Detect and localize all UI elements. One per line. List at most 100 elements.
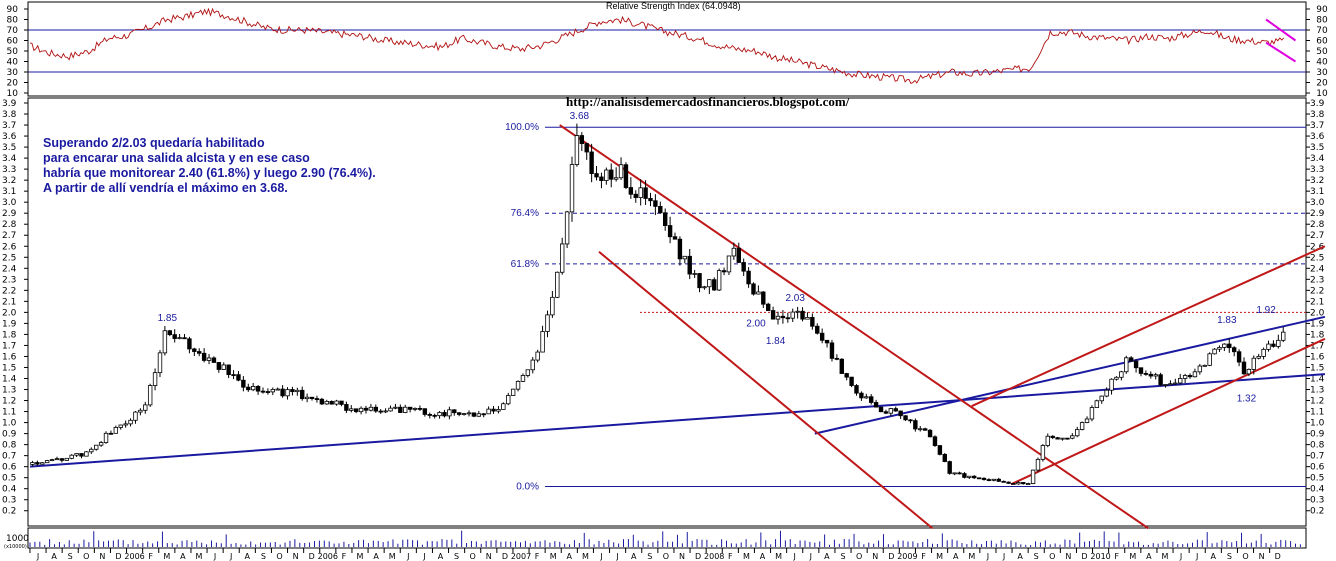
price-tick-label-left: 3.9 — [2, 99, 17, 109]
fibonacci-label: 76.4% — [511, 208, 539, 219]
price-tick-label-left: 2.2 — [2, 286, 16, 296]
x-tick-label: M — [936, 552, 943, 561]
price-tick-label-right: 0.8 — [1310, 441, 1325, 451]
x-tick-label: A — [51, 552, 57, 561]
price-bar-body — [932, 436, 938, 446]
price-bar-body — [1030, 469, 1036, 484]
price-bar-body — [1281, 331, 1286, 341]
price-bar-body — [1222, 343, 1227, 348]
price-bar-body — [1079, 422, 1085, 430]
price-bar-body — [1016, 482, 1021, 485]
x-tick-label: M — [775, 552, 782, 561]
price-bar-body — [545, 314, 550, 332]
rsi-title: Relative Strength Index (64.0948) — [606, 1, 741, 11]
price-bar-body — [182, 337, 187, 340]
price-tick-label-left: 0.5 — [2, 474, 16, 484]
rsi-tick-label-right: 30 — [1316, 68, 1328, 78]
price-data-label: 1.84 — [766, 336, 786, 347]
price-bar-body — [736, 247, 741, 263]
rsi-tick-label-right: 40 — [1316, 58, 1328, 68]
red-trend-line — [598, 251, 934, 530]
price-bar-body — [1060, 437, 1065, 440]
price-tick-label-left: 0.4 — [2, 485, 17, 495]
price-bar-body — [510, 388, 516, 396]
price-bar-body — [349, 408, 354, 411]
x-tick-label: N — [1259, 552, 1265, 561]
fibonacci-label: 0.0% — [516, 481, 539, 492]
price-tick-label-left: 1.4 — [2, 375, 17, 385]
price-bar-body — [819, 332, 825, 341]
price-bar-body — [520, 375, 526, 382]
price-data-labels: 1.85 3.68 2.03 2.001.84 1.83 1.92 1.32 — [158, 111, 1277, 404]
price-bar-body — [976, 477, 982, 480]
price-bar-body — [304, 396, 310, 400]
price-bar-body — [49, 459, 55, 462]
x-tick-label: A — [631, 552, 637, 561]
price-bar-body — [1178, 378, 1183, 384]
price-bar-body — [388, 407, 393, 412]
price-bar-body — [221, 364, 226, 370]
price-bar-body — [1261, 348, 1266, 357]
price-bar-body — [35, 462, 40, 465]
price-tick-label-right: 0.2 — [1310, 507, 1324, 517]
rsi-tick-label-right: 80 — [1316, 16, 1328, 26]
price-bar-body — [555, 271, 560, 298]
red-trend-line — [971, 245, 1326, 407]
price-bar-body — [584, 143, 589, 153]
x-tick-label: O — [1242, 552, 1248, 561]
price-tick-label-right: 1.8 — [1310, 330, 1325, 340]
price-bar-body — [1143, 373, 1149, 375]
rsi-tick-label-left: 40 — [7, 58, 19, 68]
price-tick-label-left: 0.8 — [2, 441, 17, 451]
price-tick-label-right: 3.4 — [1310, 154, 1325, 164]
x-tick-label: J — [406, 552, 409, 561]
price-bar-body — [569, 164, 575, 213]
price-bar-body — [1266, 343, 1271, 350]
price-bar-body — [599, 176, 604, 181]
rsi-line — [29, 7, 1285, 84]
price-bar-body — [952, 472, 957, 475]
price-bar-body — [334, 400, 339, 405]
price-tick-label-left: 3.0 — [2, 198, 17, 208]
price-tick-label-left: 1.1 — [2, 408, 16, 418]
price-tick-label-right: 3.5 — [1310, 143, 1324, 153]
price-tick-label-right: 1.3 — [1310, 386, 1324, 396]
price-tick-label-left: 3.5 — [2, 143, 16, 153]
price-tick-label-right: 0.3 — [1310, 496, 1324, 506]
price-bar-body — [662, 212, 668, 226]
price-data-label: 1.85 — [158, 313, 178, 324]
price-data-label: 1.32 — [1237, 393, 1257, 404]
price-bar-body — [957, 472, 962, 475]
price-bar-body — [378, 410, 383, 413]
price-bar-body — [1119, 371, 1124, 378]
price-bar-body — [898, 410, 903, 417]
price-bar-body — [476, 413, 482, 417]
x-tick-label: M — [163, 552, 170, 561]
price-tick-label-right: 3.8 — [1310, 110, 1325, 120]
x-tick-label: S — [261, 552, 266, 561]
price-bar-body — [30, 462, 35, 465]
price-tick-label-right: 2.8 — [1310, 220, 1325, 230]
price-bar-body — [574, 135, 580, 166]
price-tick-label-right: 3.9 — [1310, 99, 1325, 109]
price-bar-body — [707, 279, 712, 288]
price-bar-body — [452, 409, 457, 414]
price-tick-label-right: 0.9 — [1310, 430, 1325, 440]
price-bar-body — [118, 424, 123, 428]
x-tick-label: J — [36, 552, 39, 561]
rsi-tick-label-left: 70 — [7, 26, 19, 36]
price-bar-body — [667, 225, 673, 238]
price-tick-label-right: 1.9 — [1310, 319, 1325, 329]
price-bar-body — [687, 255, 692, 275]
price-bar-body — [908, 419, 913, 422]
rsi-tick-label-right: 70 — [1316, 26, 1328, 36]
price-bar-body — [942, 453, 947, 462]
price-bar-body — [893, 408, 898, 412]
x-tick-label: A — [1146, 552, 1152, 561]
x-tick-label: J — [986, 552, 989, 561]
price-bar-body — [241, 379, 246, 388]
x-tick-label: N — [486, 552, 492, 561]
x-tick-label: M — [196, 552, 203, 561]
price-bar-body — [1006, 481, 1011, 484]
